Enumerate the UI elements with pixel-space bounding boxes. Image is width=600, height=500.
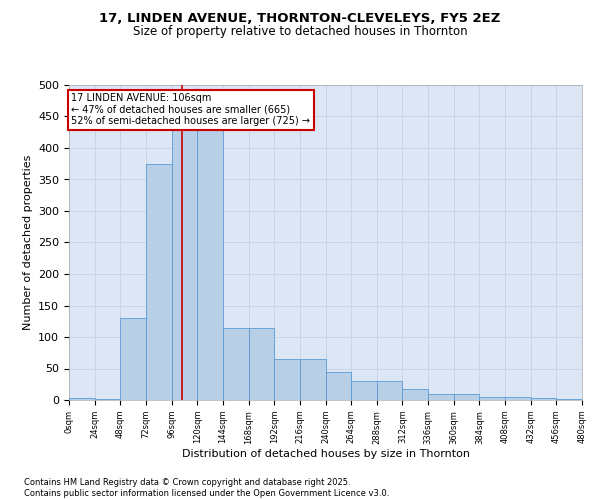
Bar [146,164,172,400]
X-axis label: Distribution of detached houses by size in Thornton: Distribution of detached houses by size … [182,450,470,460]
Bar [531,398,556,400]
Bar [274,359,300,400]
Text: 17 LINDEN AVENUE: 106sqm
← 47% of detached houses are smaller (665)
52% of semi-: 17 LINDEN AVENUE: 106sqm ← 47% of detach… [71,93,310,126]
Bar [325,372,351,400]
Bar [377,381,403,400]
Text: 17, LINDEN AVENUE, THORNTON-CLEVELEYS, FY5 2EZ: 17, LINDEN AVENUE, THORNTON-CLEVELEYS, F… [100,12,500,26]
Bar [223,328,248,400]
Bar [248,328,274,400]
Bar [403,388,428,400]
Bar [428,394,454,400]
Bar [300,359,325,400]
Bar [69,398,95,400]
Bar [95,398,121,400]
Bar [121,318,146,400]
Bar [479,397,505,400]
Text: Size of property relative to detached houses in Thornton: Size of property relative to detached ho… [133,25,467,38]
Bar [197,129,223,400]
Bar [454,394,479,400]
Text: Contains HM Land Registry data © Crown copyright and database right 2025.
Contai: Contains HM Land Registry data © Crown c… [24,478,389,498]
Y-axis label: Number of detached properties: Number of detached properties [23,155,32,330]
Bar [351,381,377,400]
Bar [172,129,197,400]
Bar [505,397,531,400]
